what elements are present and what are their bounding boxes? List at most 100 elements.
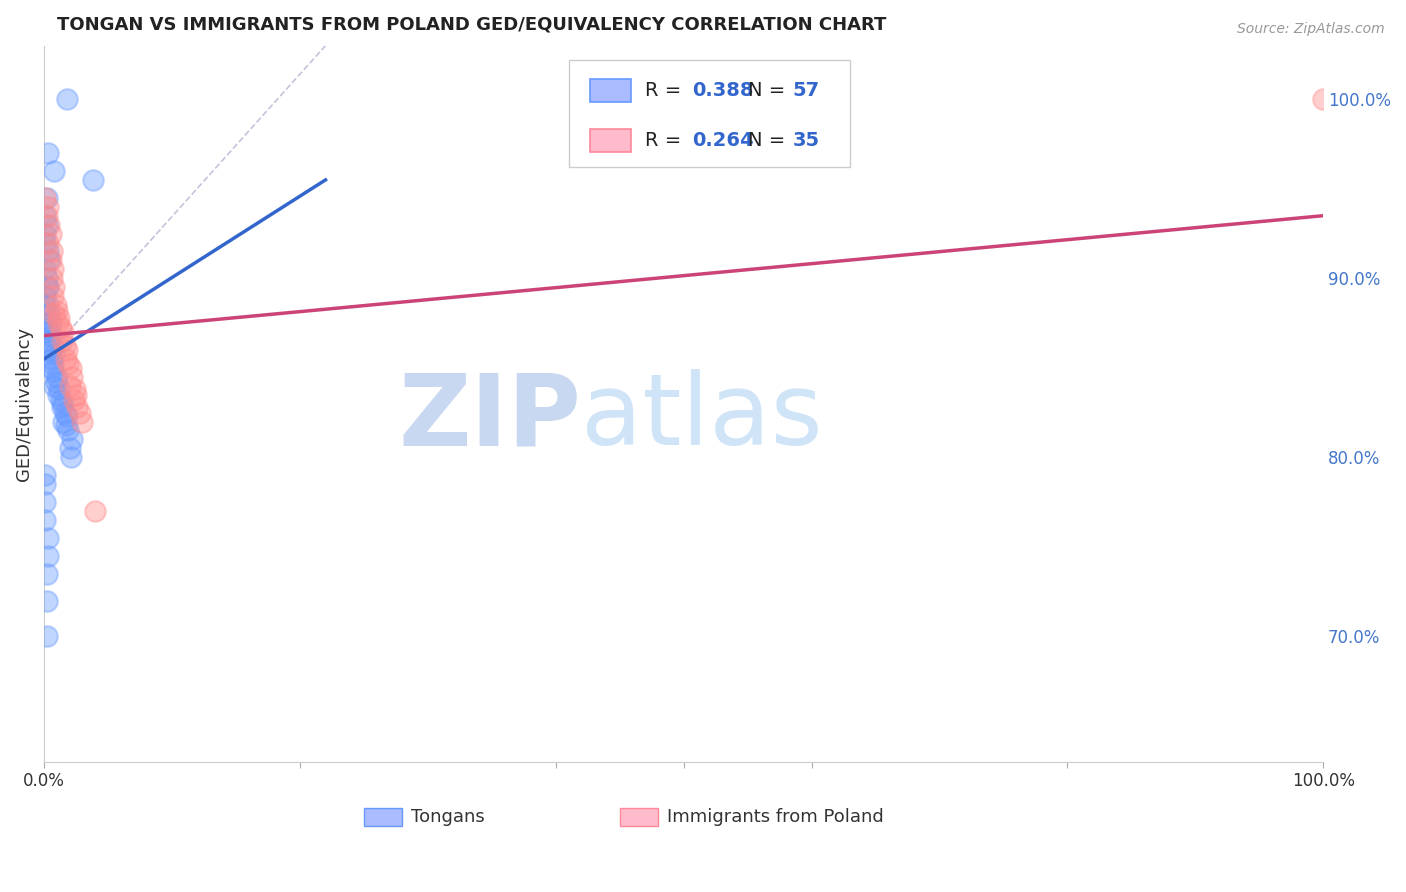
Point (39, 343, 62, 357)
Point (51, 334, 73, 348)
Text: N =: N = (748, 81, 792, 100)
FancyBboxPatch shape (620, 808, 658, 826)
Point (59, 450, 82, 465)
Point (35, 629, 58, 643)
Text: N =: N = (748, 131, 792, 151)
Point (37, 334, 59, 348)
Point (53, 339, 76, 353)
Point (55, 418, 77, 433)
Point (51, 401, 73, 415)
Point (34, 298, 56, 312)
Point (38, 325, 60, 339)
Point (41, 360, 63, 375)
Point (38, 307, 60, 321)
Point (49, 321, 72, 335)
Point (59, 442, 82, 456)
Text: Source: ZipAtlas.com: Source: ZipAtlas.com (1237, 22, 1385, 37)
Point (39, 316, 62, 330)
Point (46, 316, 69, 330)
Point (44, 164, 66, 178)
Text: atlas: atlas (581, 369, 823, 467)
Point (46, 387, 69, 401)
Point (41, 271, 63, 285)
Point (34, 513, 56, 527)
Point (52, 415, 75, 429)
Point (39, 253, 62, 268)
Point (62, 392, 84, 407)
Point (35, 209, 58, 223)
Point (37, 146, 59, 161)
Point (37, 549, 59, 563)
Point (66, 401, 89, 415)
Point (59, 360, 82, 375)
Text: 57: 57 (793, 81, 820, 100)
Point (34, 495, 56, 509)
Point (41, 339, 63, 353)
Point (35, 566, 58, 581)
Point (35, 218, 58, 232)
Text: 0.388: 0.388 (693, 81, 754, 100)
Point (42, 364, 65, 378)
FancyBboxPatch shape (364, 808, 402, 826)
Point (60, 369, 83, 384)
Point (35, 191, 58, 205)
Point (65, 387, 87, 401)
Point (37, 244, 59, 259)
Point (38, 218, 60, 232)
Point (45, 369, 67, 384)
Point (34, 235, 56, 250)
Point (49, 392, 72, 407)
Text: 0.264: 0.264 (693, 131, 754, 151)
Point (55, 351, 77, 366)
Point (39, 328, 62, 343)
Point (48, 382, 70, 396)
Point (34, 477, 56, 491)
Point (41, 351, 63, 366)
Point (84, 504, 107, 518)
Point (82, 173, 104, 187)
Point (34, 227, 56, 241)
Point (34, 289, 56, 303)
Text: TONGAN VS IMMIGRANTS FROM POLAND GED/EQUIVALENCY CORRELATION CHART: TONGAN VS IMMIGRANTS FROM POLAND GED/EQU… (56, 15, 886, 33)
Point (37, 321, 59, 335)
Point (63, 382, 86, 396)
Point (35, 316, 58, 330)
Point (60, 433, 83, 447)
Text: R =: R = (645, 131, 688, 151)
Text: Immigrants from Poland: Immigrants from Poland (666, 808, 884, 826)
Point (37, 280, 59, 294)
Point (42, 289, 65, 303)
Point (59, 378, 82, 392)
FancyBboxPatch shape (591, 128, 631, 152)
Point (56, 409, 79, 424)
Text: R =: R = (645, 81, 688, 100)
Point (58, 357, 80, 371)
Point (39, 227, 62, 241)
Y-axis label: GED/Equivalency: GED/Equivalency (15, 326, 32, 481)
Point (38, 253, 60, 268)
Point (41, 244, 63, 259)
Point (44, 307, 66, 321)
Point (69, 406, 91, 420)
Point (44, 346, 66, 360)
Point (35, 271, 58, 285)
Point (45, 375, 67, 389)
Point (42, 357, 65, 371)
Point (37, 531, 59, 545)
Point (42, 262, 65, 277)
Point (56, 343, 79, 357)
FancyBboxPatch shape (568, 60, 849, 168)
Text: Tongans: Tongans (411, 808, 485, 826)
Point (44, 378, 66, 392)
Point (34, 209, 56, 223)
FancyBboxPatch shape (591, 78, 631, 102)
Point (45, 303, 67, 318)
Point (56, 92, 79, 106)
Point (52, 396, 75, 410)
Point (1312, 92, 1334, 106)
Point (48, 310, 70, 325)
Point (52, 325, 75, 339)
Point (53, 406, 76, 420)
Point (37, 235, 59, 250)
Text: ZIP: ZIP (398, 369, 581, 467)
